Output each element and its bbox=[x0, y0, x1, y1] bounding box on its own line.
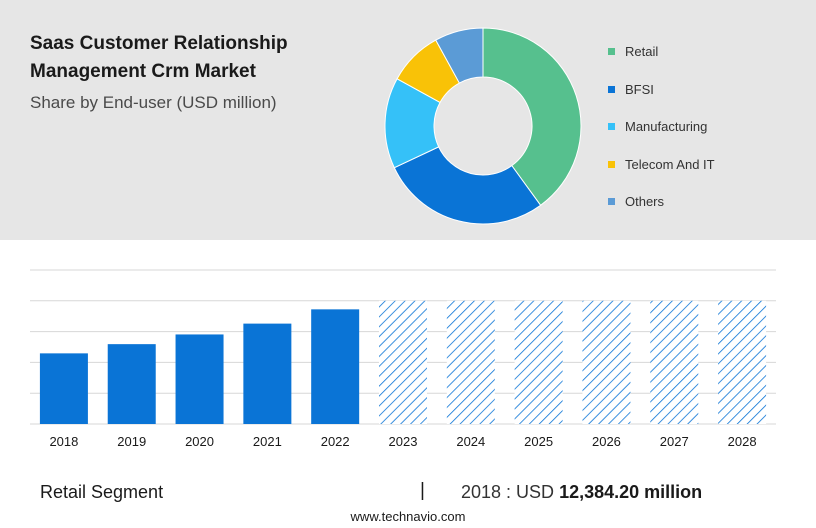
legend-item-others: Others bbox=[608, 194, 715, 232]
bar-2019 bbox=[107, 344, 156, 424]
x-tick-label: 2026 bbox=[592, 434, 621, 449]
page-subtitle: Share by End-user (USD million) bbox=[30, 93, 277, 112]
bar-2024 bbox=[446, 300, 495, 424]
bar-2025 bbox=[514, 300, 563, 424]
x-tick-label: 2019 bbox=[117, 434, 146, 449]
page-title: Saas Customer Relationship Management Cr… bbox=[30, 33, 288, 82]
legend-label: BFSI bbox=[625, 81, 654, 97]
x-tick-label: 2021 bbox=[253, 434, 282, 449]
donut-slice-retail bbox=[482, 27, 582, 206]
bar-chart: 2018 2019 2020 2021 2022 2023 2024 2025 2026 2027… bbox=[30, 269, 776, 449]
bar-2027 bbox=[650, 300, 699, 424]
x-tick-label: 2025 bbox=[524, 434, 553, 449]
x-tick-label: 2024 bbox=[456, 434, 485, 449]
bar-2018 bbox=[39, 353, 88, 424]
x-tick-label: 2020 bbox=[185, 434, 214, 449]
legend-item-retail: Retail bbox=[608, 44, 715, 82]
x-tick-label: 2018 bbox=[49, 434, 78, 449]
donut-chart bbox=[384, 27, 582, 225]
segment-label: Retail Segment bbox=[40, 482, 164, 502]
legend-swatch bbox=[608, 198, 615, 205]
x-tick-label: 2027 bbox=[660, 434, 689, 449]
x-tick-label: 2023 bbox=[389, 434, 418, 449]
legend-swatch bbox=[608, 48, 615, 55]
segment-amount: 12,384.20 million bbox=[559, 482, 703, 502]
donut-legend: Retail BFSI Manufacturing Telecom And IT Oth… bbox=[608, 44, 715, 232]
legend-label: Manufacturing bbox=[625, 119, 708, 134]
bar-2022 bbox=[311, 309, 360, 424]
legend-swatch bbox=[608, 123, 615, 130]
legend-swatch bbox=[608, 85, 615, 93]
legend-swatch bbox=[608, 160, 615, 168]
legend-item-manufacturing: Manufacturing bbox=[608, 119, 715, 157]
footer-separator: | bbox=[420, 480, 425, 501]
bar-2020 bbox=[175, 334, 224, 424]
donut-slice-others bbox=[435, 27, 484, 84]
bar-2021 bbox=[243, 323, 292, 424]
bar-2026 bbox=[582, 300, 631, 424]
segment-value: 2018 : USD 12,384.20 million bbox=[461, 482, 702, 503]
x-tick-label: 2028 bbox=[728, 434, 757, 449]
legend-label: Telecom And IT bbox=[625, 156, 715, 172]
legend-item-bfsi: BFSI bbox=[608, 82, 715, 120]
bar-2028 bbox=[718, 300, 767, 424]
legend-label: Others bbox=[625, 194, 665, 209]
source-site: www.technavio.com bbox=[350, 509, 466, 524]
donut-slice-bfsi bbox=[393, 146, 542, 225]
legend-item-telecom-and-it: Telecom And IT bbox=[608, 157, 715, 195]
legend-label: Retail bbox=[625, 44, 659, 59]
segment-year: 2018 : USD bbox=[461, 482, 555, 502]
x-tick-label: 2022 bbox=[321, 434, 350, 449]
bar-2023 bbox=[379, 300, 427, 424]
